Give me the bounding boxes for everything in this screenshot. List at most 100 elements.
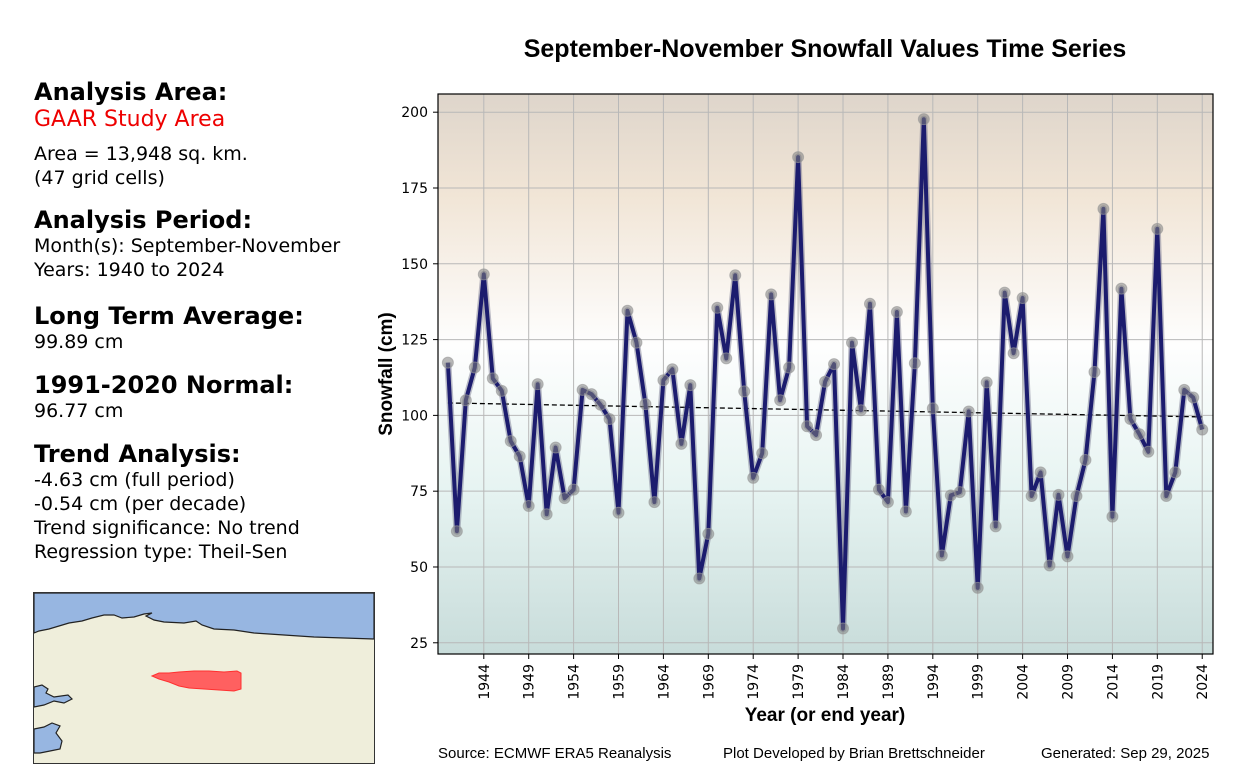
data-point: [989, 520, 1002, 533]
data-point: [684, 379, 697, 392]
y-tick-label: 200: [401, 105, 428, 121]
chart-title: September-November Snowfall Values Time …: [524, 35, 1127, 63]
x-tick-label: 1959: [612, 664, 628, 700]
area-name: GAAR Study Area: [34, 107, 226, 132]
map-svg: [34, 593, 374, 754]
y-axis-ticks: 25 50 75 100 125 150 175 200: [401, 105, 438, 652]
data-point: [935, 549, 948, 562]
long-term-average-value: 99.89 cm: [34, 331, 124, 353]
data-point: [1052, 488, 1065, 501]
y-tick-label: 75: [410, 484, 428, 500]
data-point: [845, 336, 858, 349]
trend-line: [447, 402, 1203, 418]
data-point: [971, 581, 984, 594]
data-point: [450, 525, 463, 538]
x-tick-label: 1949: [522, 664, 538, 700]
data-point: [675, 437, 688, 450]
data-point: [756, 447, 769, 460]
data-point: [612, 506, 625, 519]
regression-type: Regression type: Theil-Sen: [34, 541, 288, 563]
plot-frame: [437, 93, 1214, 655]
y-tick-label: 50: [410, 560, 428, 576]
x-axis-label: Year (or end year): [745, 705, 906, 726]
y-axis-label: Snowfall (cm): [376, 312, 397, 436]
data-point: [1034, 466, 1047, 479]
data-point: [513, 450, 526, 463]
data-point: [477, 268, 490, 281]
y-tick-label: 125: [401, 333, 428, 349]
data-point: [441, 356, 454, 369]
data-point: [854, 404, 867, 417]
data-point: [558, 492, 571, 505]
data-point: [729, 269, 742, 282]
data-point: [1142, 445, 1155, 458]
x-tick-label: 1999: [971, 664, 987, 700]
data-point: [459, 394, 472, 407]
x-tick-label: 2019: [1150, 664, 1166, 700]
data-point: [792, 151, 805, 164]
data-point: [540, 508, 553, 521]
data-point: [890, 305, 903, 318]
data-point: [639, 398, 652, 411]
trend-full-period: -4.63 cm (full period): [34, 469, 235, 491]
series-group: [441, 113, 1209, 635]
data-point: [1133, 428, 1146, 441]
x-tick-label: 1994: [926, 664, 942, 700]
data-point: [1160, 490, 1173, 503]
data-point: [810, 429, 823, 442]
data-point: [926, 402, 939, 415]
ocean-southwest: [34, 722, 63, 754]
x-tick-label: 2014: [1105, 664, 1121, 700]
data-point: [765, 288, 778, 301]
data-point: [630, 336, 643, 349]
x-tick-label: 1969: [701, 664, 717, 700]
footer-source: Source: ECMWF ERA5 Reanalysis: [438, 745, 672, 762]
analysis-area-heading: Analysis Area:: [34, 78, 228, 106]
footer-generated: Generated: Sep 29, 2025: [1041, 745, 1210, 762]
data-point: [1025, 490, 1038, 503]
x-axis-ticks: 1944 1949 1954 1959 1964 1969 1974 1979 1984 1989…: [477, 654, 1211, 700]
grid-cells: (47 grid cells): [34, 167, 165, 189]
y-tick-label: 25: [410, 636, 428, 652]
data-point: [1106, 510, 1119, 523]
x-tick-label: 1984: [836, 664, 852, 700]
x-tick-label: 1974: [746, 664, 762, 700]
y-tick-label: 100: [401, 408, 428, 424]
data-point: [720, 352, 733, 365]
trend-significance: Trend significance: No trend: [34, 517, 300, 539]
long-term-average-heading: Long Term Average:: [34, 302, 304, 330]
data-point: [881, 496, 894, 509]
data-point: [917, 113, 930, 126]
analysis-period-heading: Analysis Period:: [34, 206, 253, 234]
normal-value: 96.77 cm: [34, 400, 124, 422]
data-point: [1151, 222, 1164, 235]
data-point: [1187, 391, 1200, 404]
trend-group: [447, 402, 1203, 418]
data-point: [1124, 413, 1137, 426]
x-tick-label: 1964: [656, 664, 672, 700]
ocean-north: [34, 593, 374, 640]
data-point: [486, 372, 499, 385]
data-point: [621, 304, 634, 317]
data-point: [980, 376, 993, 389]
data-point: [783, 361, 796, 374]
data-point: [801, 420, 814, 433]
data-point: [908, 357, 921, 370]
footer-developer: Plot Developed by Brian Brettschneider: [723, 745, 985, 762]
data-point: [953, 486, 966, 499]
trend-per-decade: -0.54 cm (per decade): [34, 493, 247, 515]
x-tick-label: 2004: [1016, 664, 1032, 700]
plot-background: [438, 94, 1213, 654]
data-point: [1178, 383, 1191, 396]
info-panel: Analysis Area: GAAR Study Area Area = 13…: [34, 78, 340, 564]
data-point: [468, 361, 481, 374]
gaar-study-area: [150, 670, 242, 692]
x-tick-label: 1989: [881, 664, 897, 700]
data-point: [594, 398, 607, 411]
data-point: [1007, 347, 1020, 360]
y-tick-label: 150: [401, 257, 428, 273]
x-tick-label: 2024: [1195, 664, 1211, 700]
data-point: [531, 378, 544, 391]
data-point: [863, 297, 876, 310]
